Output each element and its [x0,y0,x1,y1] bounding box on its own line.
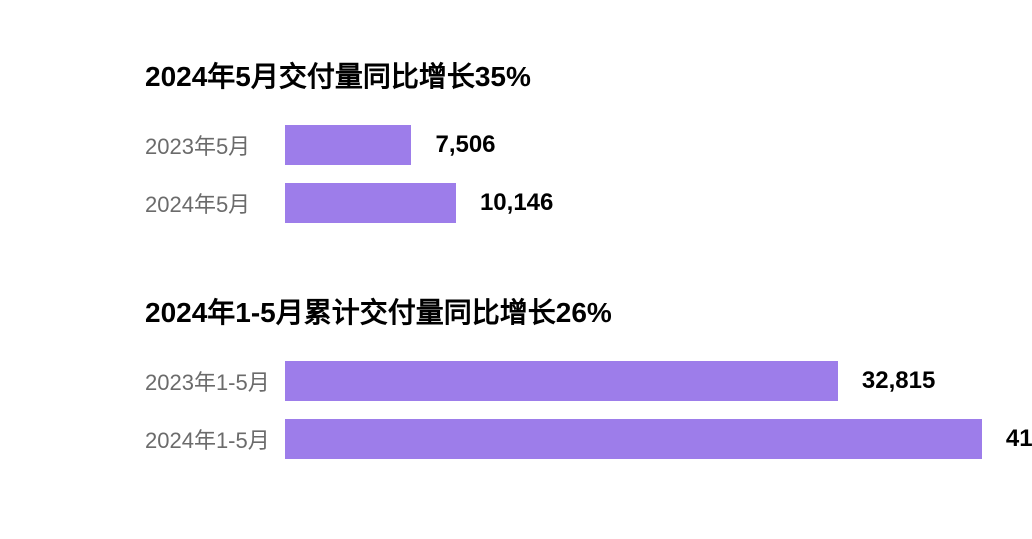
bar-track: 7,506 [285,125,496,165]
bar-row-may-2023: 2023年5月 7,506 [145,125,1002,165]
bar-row-may-2024: 2024年5月 10,146 [145,183,1002,223]
bar-value-ytd-2023: 32,815 [862,367,935,395]
chart-title-may: 2024年5月交付量同比增长35% [145,55,1002,95]
bar-fill-may-2023 [285,125,411,165]
bar-label-may-2024: 2024年5月 [145,187,285,219]
bar-fill-may-2024 [285,183,456,223]
page-root: 2024年5月交付量同比增长35% 2023年5月 7,506 2024年5月 … [0,0,1032,539]
bar-row-ytd-2023: 2023年1-5月 32,815 [145,361,1002,401]
bar-fill-ytd-2024 [285,419,982,459]
bar-label-ytd-2024: 2024年1-5月 [145,423,285,455]
bar-row-ytd-2024: 2024年1-5月 41,360 [145,419,1002,459]
bar-track: 32,815 [285,361,935,401]
bar-label-may-2023: 2023年5月 [145,129,285,161]
bar-value-ytd-2024: 41,360 [1006,425,1032,453]
bar-value-may-2024: 10,146 [480,189,553,217]
bar-track: 10,146 [285,183,553,223]
chart-title-ytd: 2024年1-5月累计交付量同比增长26% [145,291,1002,331]
chart-section-may: 2024年5月交付量同比增长35% 2023年5月 7,506 2024年5月 … [145,55,1002,223]
chart-section-ytd: 2024年1-5月累计交付量同比增长26% 2023年1-5月 32,815 2… [145,291,1002,459]
bar-value-may-2023: 7,506 [435,131,495,159]
bar-fill-ytd-2023 [285,361,838,401]
bar-label-ytd-2023: 2023年1-5月 [145,365,285,397]
bar-track: 41,360 [285,419,1032,459]
